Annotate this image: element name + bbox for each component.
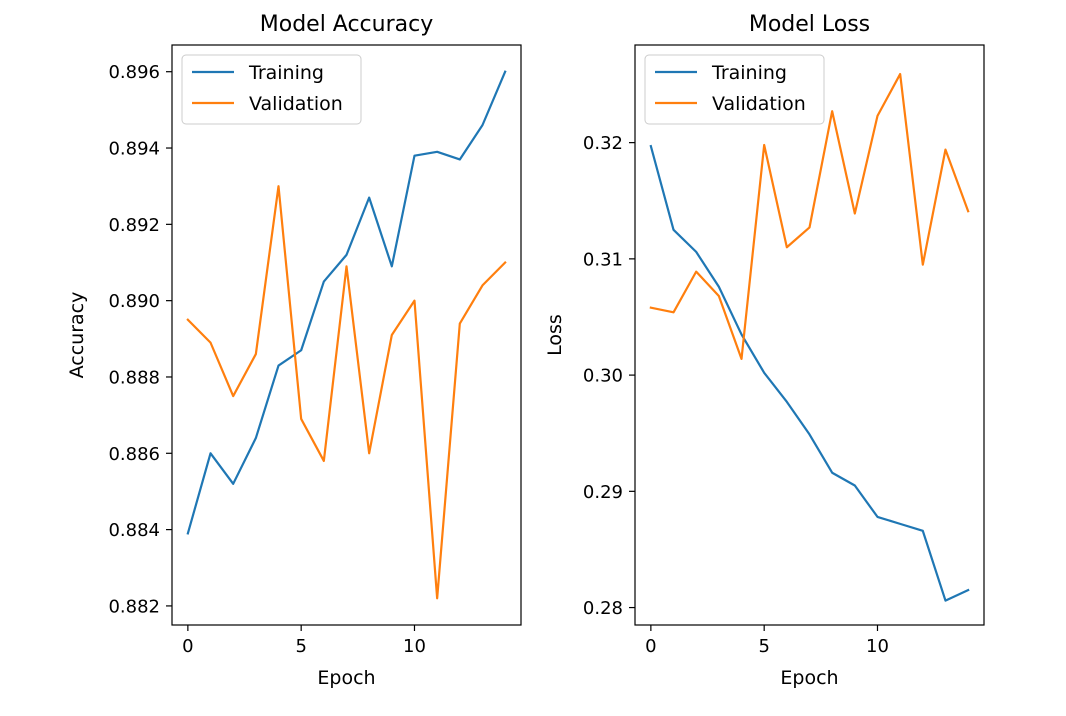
loss-y-tick-label: 0.29 [583,482,623,503]
loss-y-tick-label: 0.32 [583,133,623,154]
accuracy-y-axis-label: Accuracy [66,292,88,379]
loss-y-axis-label: Loss [544,314,566,356]
accuracy-ticks: 0 5 10 0.882 0.884 0.886 0.888 0.890 0.892 0.894 0… [108,62,425,657]
accuracy-x-axis-label: Epoch [317,667,375,689]
accuracy-chart-title: Model Accuracy [260,12,434,37]
loss-legend-label-validation: Validation [712,93,806,115]
loss-y-tick-label: 0.28 [583,598,623,619]
accuracy-legend-label-validation: Validation [249,93,343,115]
loss-training-line [649,144,970,602]
accuracy-y-tick-label: 0.882 [108,596,160,617]
loss-x-tick-label: 0 [645,636,656,657]
loss-x-tick-label: 5 [758,636,769,657]
accuracy-y-tick-label: 0.892 [108,215,160,236]
accuracy-x-tick-label: 0 [182,636,193,657]
loss-ticks: 0 5 10 0.28 0.29 0.30 0.31 0.32 [583,133,889,657]
loss-plot-frame [634,44,985,626]
accuracy-series-lines [186,70,507,600]
accuracy-legend: Training Validation [181,54,362,125]
accuracy-y-tick-label: 0.886 [108,444,160,465]
accuracy-y-tick-label: 0.896 [108,62,160,83]
loss-legend-label-training: Training [711,62,787,84]
loss-x-tick-label: 10 [866,636,889,657]
loss-series-lines [649,72,970,602]
accuracy-y-tick-label: 0.890 [108,291,160,312]
accuracy-validation-line [186,185,507,600]
accuracy-plot-frame [171,44,522,626]
accuracy-y-tick-label: 0.888 [108,367,160,388]
loss-legend: Training Validation [644,54,825,125]
loss-y-tick-label: 0.31 [583,249,623,270]
loss-chart: Model Loss Epoch Loss 0 5 10 0.28 0.29 0.30 0.… [544,12,985,689]
loss-validation-line [649,72,970,360]
accuracy-x-tick-label: 5 [295,636,306,657]
loss-chart-title: Model Loss [749,12,870,37]
accuracy-chart: Model Accuracy Epoch Accuracy 0 5 100.8820… [66,12,522,689]
accuracy-x-tick-label: 10 [403,636,426,657]
loss-y-tick-label: 0.30 [583,366,623,387]
accuracy-legend-label-training: Training [248,62,324,84]
loss-x-axis-label: Epoch [780,667,838,689]
accuracy-training-line [186,70,507,535]
accuracy-y-tick-label: 0.884 [108,520,160,541]
accuracy-y-tick-label: 0.894 [108,139,160,160]
